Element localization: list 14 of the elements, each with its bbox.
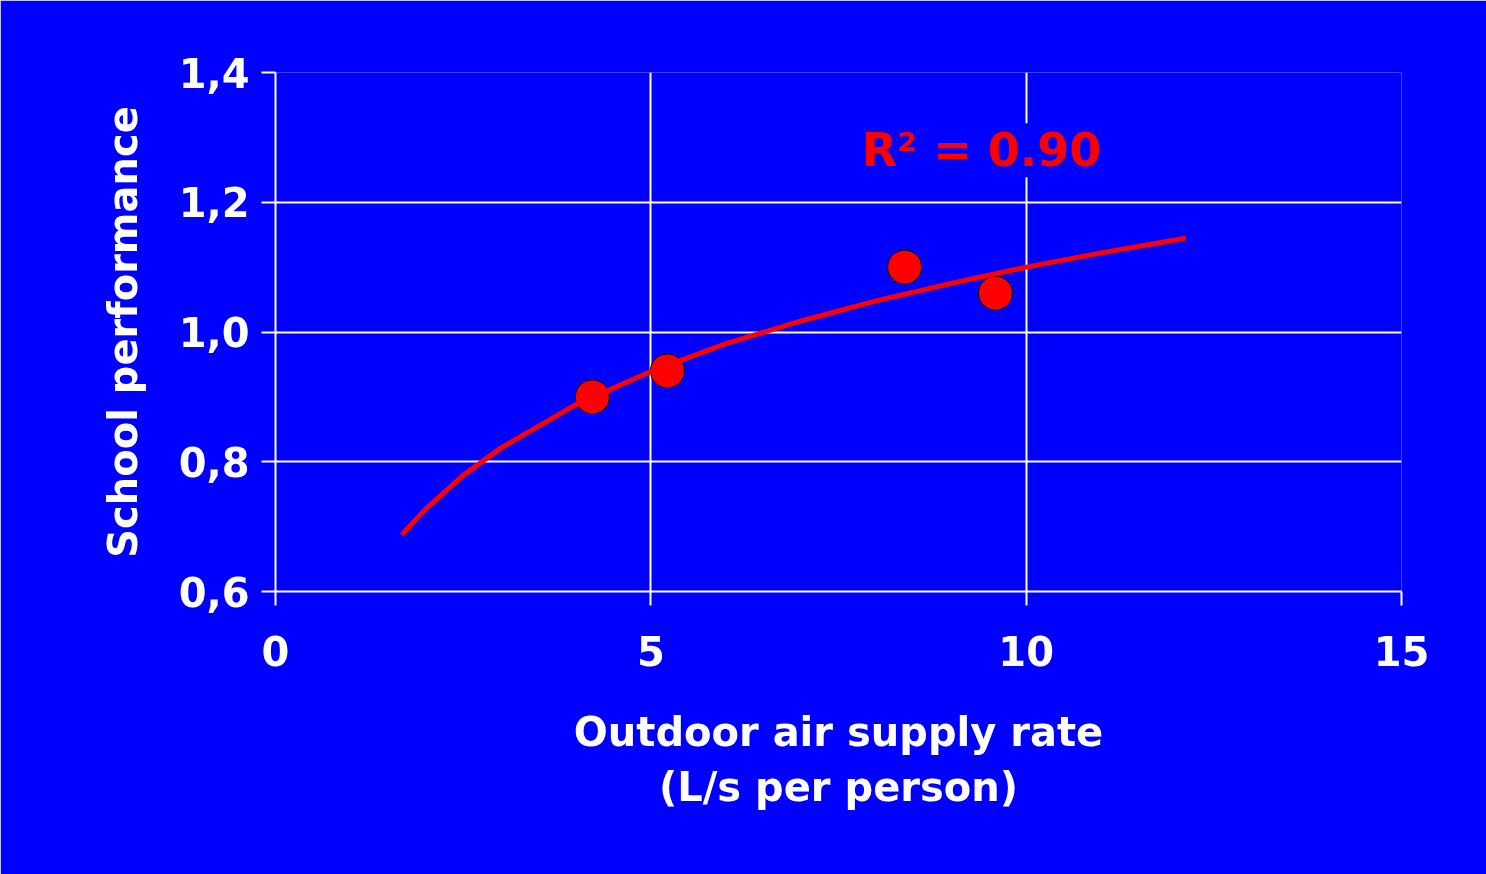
y-tick-label: 1,0 <box>178 310 250 356</box>
x-tick-label: 15 <box>1373 628 1430 675</box>
y-axis-title: School performance <box>99 106 146 558</box>
x-tick-label: 5 <box>636 628 665 675</box>
y-tick-label: 0,6 <box>178 569 250 616</box>
x-tick-label: 0 <box>261 628 290 675</box>
point <box>887 249 923 285</box>
y-tick-label: 0,8 <box>178 439 250 486</box>
x-tick-label: 10 <box>998 628 1055 675</box>
y-tick-label: 1,4 <box>178 50 250 97</box>
x-axis-title: Outdoor air supply rate (L/s per person) <box>573 708 1104 810</box>
y-tick-label: 1,2 <box>178 180 250 227</box>
annotation: R² = 0.90 <box>861 123 1102 178</box>
point <box>977 275 1013 311</box>
